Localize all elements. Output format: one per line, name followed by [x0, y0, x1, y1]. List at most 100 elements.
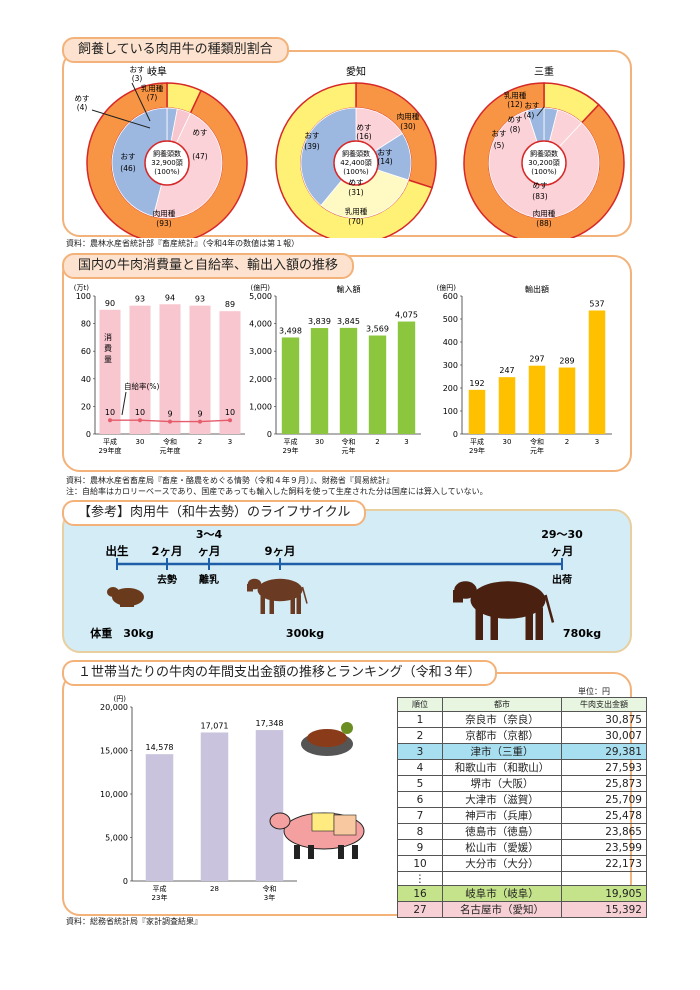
x-tick-label: 2	[198, 438, 202, 446]
bar	[145, 754, 174, 881]
ranking-cell: 4	[397, 759, 443, 777]
y-tick-label: 2,000	[249, 375, 272, 384]
bar	[281, 337, 300, 434]
consumption-source-1: 資料：農林水産省畜産局『畜産・酪農をめぐる情勢（令和４年９月）』、財務省『貿易統…	[66, 476, 394, 485]
x-tick-label: 2	[375, 438, 379, 446]
pie-slice-label: (46)	[120, 164, 135, 173]
ranking-row: 3 津市（三重） 29,381	[397, 743, 647, 761]
x-tick-label: 3	[595, 438, 599, 446]
adult-cattle-icon	[453, 581, 555, 640]
spending-section-title: １世帯当たりの牛肉の年間支出金額の推移とランキング（令和３年）	[62, 660, 497, 686]
bar-value-label: 289	[559, 357, 574, 366]
stage-age: ヶ月	[551, 544, 574, 558]
pie-slice-label: (16)	[356, 132, 371, 141]
ranking-cell: 9	[397, 839, 443, 857]
consumption-chart: 020406080100(万t)90平成29年度933094令和元年度93289…	[74, 284, 245, 455]
ranking-cell: 岐阜市（岐阜）	[442, 885, 562, 903]
ranking-cell: 堺市（大阪）	[442, 775, 562, 793]
bar-value-label: 3,498	[279, 326, 302, 335]
beef-cuts-diagram-icon	[269, 812, 365, 859]
ranking-cell: 15,392	[561, 901, 647, 919]
consumption-trade-charts: 020406080100(万t)90平成29年度933094令和元年度93289…	[74, 283, 612, 455]
young-cattle-icon	[247, 578, 308, 614]
pie-slice-label: おす	[378, 148, 393, 157]
ranking-row: 10 大分市（大分） 22,173	[397, 855, 647, 873]
x-tick-label: 令和	[263, 884, 277, 893]
bar-value-label: 297	[529, 355, 544, 364]
ranking-row: 7 神戸市（兵庫） 25,478	[397, 807, 647, 825]
ranking-cell: 19,905	[561, 885, 647, 903]
y-tick-label: 600	[443, 292, 458, 301]
self-sufficiency-point	[108, 418, 112, 423]
stage-event: 去勢	[157, 573, 177, 586]
pie-slice-label: おす	[121, 152, 136, 161]
ranking-table: 順位 都市 牛肉支出金額 1 奈良市（奈良） 30,875 2 京都市（京都） 30,007 3 津…	[397, 696, 647, 919]
ranking-row: 16 岐阜市（岐阜） 19,905	[397, 885, 647, 903]
ranking-cell: 8	[397, 823, 443, 841]
ranking-cell: 30,007	[561, 727, 647, 745]
bar	[189, 305, 211, 434]
y-tick-label: 20,000	[100, 703, 128, 712]
ranking-cell: 27,593	[561, 759, 647, 777]
ranking-header-cell: 牛肉支出金額	[561, 696, 647, 713]
bar-value-label: 4,075	[395, 311, 418, 320]
x-tick-label: 元年	[342, 446, 356, 455]
x-tick-label: 令和	[342, 437, 356, 446]
x-tick-label: 平成	[153, 884, 167, 893]
ranking-header-row: 順位 都市 牛肉支出金額	[397, 696, 647, 713]
pie-slice-label: (14)	[377, 157, 392, 166]
ranking-cell: 奈良市（奈良）	[442, 711, 562, 729]
bar	[558, 367, 576, 434]
consumption-bar-label: 消	[104, 332, 112, 342]
self-sufficiency-point	[138, 418, 142, 423]
pie-slice-label: おす	[305, 131, 320, 140]
pie-slice-label: (4)	[77, 103, 88, 112]
y-tick-label: 0	[267, 430, 272, 439]
y-tick-label: 0	[123, 877, 128, 886]
x-tick-label: 元年	[530, 446, 544, 455]
pie-center-label: 飼養頭数	[153, 149, 181, 158]
pie-slice-label: (5)	[494, 141, 505, 150]
ranking-cell: 23,865	[561, 823, 647, 841]
self-sufficiency-point	[168, 419, 172, 424]
pie-slice-label: 乳用種	[141, 83, 164, 93]
ranking-cell: 徳島市（徳島）	[442, 823, 562, 841]
y-axis-unit: (億円)	[437, 283, 457, 292]
self-sufficiency-value: 10	[105, 408, 115, 417]
x-tick-label: 3	[228, 438, 232, 446]
ranking-cell: 29,381	[561, 743, 647, 761]
x-tick-label: 30	[136, 438, 145, 446]
ranking-row: 27 名古屋市（愛知） 15,392	[397, 901, 647, 919]
x-tick-label: 2	[565, 438, 569, 446]
ranking-row: 9 松山市（愛媛） 23,599	[397, 839, 647, 857]
ranking-cell: 25,709	[561, 791, 647, 809]
pie-slice-label: (3)	[132, 74, 143, 83]
y-axis-unit: (億円)	[251, 283, 271, 292]
y-tick-label: 4,000	[249, 320, 272, 329]
ranking-cell: 神戸市（兵庫）	[442, 807, 562, 825]
consumption-bar-label: 量	[104, 355, 112, 364]
stage-age: ヶ月	[198, 544, 221, 558]
self-sufficiency-value: 9	[197, 410, 202, 419]
steak-plate-icon	[301, 722, 353, 756]
pie-slice-label: (88)	[536, 219, 551, 228]
bar	[588, 310, 606, 434]
y-tick-label: 1,000	[249, 402, 272, 411]
y-tick-label: 80	[81, 320, 91, 329]
bar	[99, 309, 121, 434]
y-tick-label: 15,000	[100, 747, 128, 756]
pie-slice-label: めす	[75, 94, 90, 103]
pie-slice-label: (39)	[304, 142, 319, 151]
pie-slice-label: 肉用種	[153, 208, 176, 218]
stage-age: 2ヶ月	[151, 544, 182, 558]
bar	[219, 311, 241, 434]
ranking-row: 5 堺市（大阪） 25,873	[397, 775, 647, 793]
ranking-row: ⋮	[397, 871, 647, 887]
x-tick-label: 30	[315, 438, 324, 446]
pie-slice-label: (30)	[400, 122, 415, 131]
ranking-cell: 和歌山市（和歌山）	[442, 759, 562, 777]
pie-slice-label: 肉用種	[397, 111, 420, 121]
pie-region-name: 愛知	[346, 65, 366, 78]
